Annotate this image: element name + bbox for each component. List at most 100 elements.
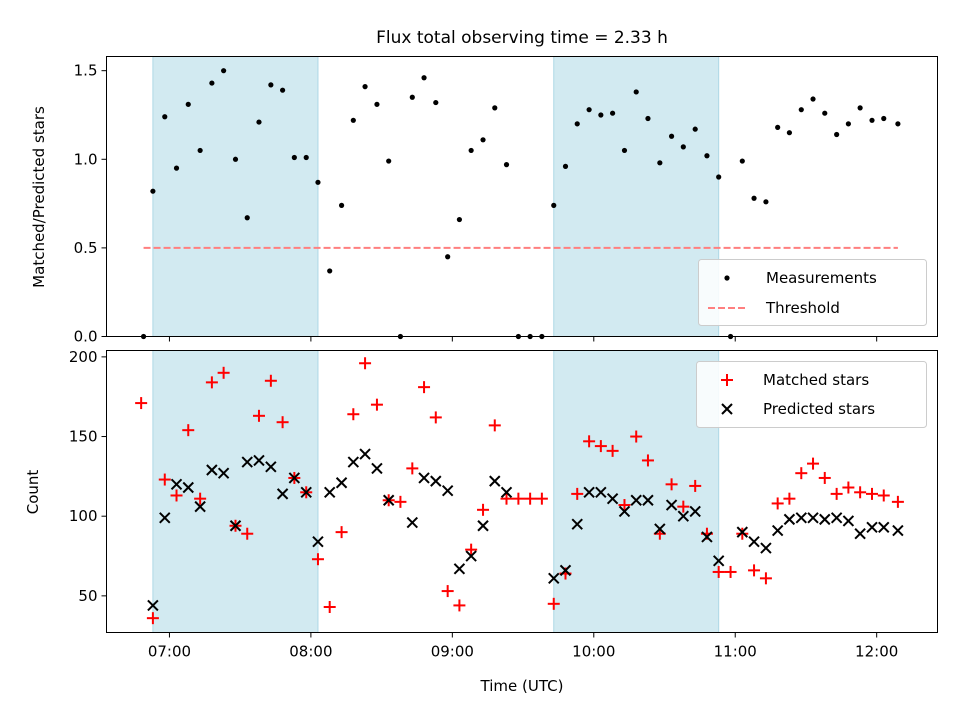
- measurement-point: [280, 87, 286, 93]
- predicted-star-point: [418, 472, 430, 484]
- observing-span: [553, 350, 719, 633]
- top-x-ticks: [168, 336, 878, 342]
- predicted-star-point: [548, 572, 560, 585]
- y-tick-label: 0.5: [74, 239, 98, 257]
- predicted-star-point: [760, 542, 772, 554]
- predicted-star-point: [736, 526, 749, 538]
- measurement-point: [692, 126, 698, 132]
- matched-star-point: [194, 492, 207, 505]
- measurement-point: [822, 110, 828, 116]
- measurement-point: [704, 153, 710, 159]
- legend-matched-label: Matched stars: [763, 371, 869, 389]
- matched-star-point: [465, 543, 478, 556]
- matched-star-point: [854, 486, 867, 499]
- matched-star-point: [217, 366, 230, 379]
- matched-star-point: [807, 457, 820, 470]
- observing-span: [152, 56, 318, 337]
- predicted-star-point: [571, 518, 583, 530]
- predicted-star-point: [453, 563, 466, 575]
- matched-star-point: [795, 467, 808, 480]
- top-legend: Measurements Threshold: [698, 259, 927, 326]
- measurement-point: [173, 165, 180, 171]
- predicted-star-point: [182, 481, 194, 494]
- matched-star-point: [170, 489, 183, 502]
- matched-star-point: [241, 527, 254, 540]
- matched-star-point: [477, 503, 490, 516]
- measurement-point: [739, 158, 745, 164]
- matched-star-point: [748, 564, 761, 577]
- legend-matched-marker: [721, 374, 733, 386]
- measurement-point: [881, 115, 887, 122]
- y-tick-label: 1.5: [74, 62, 98, 80]
- measurement-point: [869, 117, 875, 123]
- y-tick-label: 150: [69, 428, 98, 446]
- matched-star-point: [547, 597, 560, 610]
- measurement-point: [857, 105, 863, 111]
- measurement-point: [834, 131, 840, 138]
- measurement-point: [338, 202, 345, 208]
- predicted-star-point: [170, 478, 183, 491]
- measurement-point: [798, 107, 804, 113]
- top-y-axis-label: Matched/Predicted stars: [30, 106, 48, 288]
- matched-star-point: [500, 492, 513, 505]
- matched-star-point: [252, 409, 265, 422]
- matched-star-point: [618, 499, 631, 512]
- x-tick-label: 11:00: [714, 643, 757, 661]
- predicted-star-point: [359, 448, 371, 460]
- matched-star-point: [594, 440, 607, 453]
- predicted-star-point: [807, 512, 819, 524]
- bottom-legend: Matched stars Predicted stars: [696, 361, 927, 428]
- y-tick-label: 1.0: [74, 150, 98, 168]
- matched-star-point: [146, 612, 159, 625]
- predicted-star-point: [892, 524, 904, 537]
- measurement-point: [445, 254, 451, 260]
- legend-predicted-label: Predicted stars: [763, 400, 875, 418]
- measurement-point: [845, 121, 851, 127]
- bottom-axes-frame: [106, 350, 938, 633]
- matched-star-point: [488, 419, 501, 432]
- measurement-point: [374, 101, 380, 107]
- top-panel: 0.0 0.5 1.0 1.5 Matched/Predicted stars Mea…: [30, 56, 938, 346]
- matched-star-point: [311, 553, 324, 566]
- matched-star-point: [535, 492, 548, 505]
- x-tick-label: 10:00: [572, 643, 615, 661]
- measurement-point: [433, 99, 439, 106]
- matched-star-point: [783, 492, 796, 505]
- predicted-star-point: [323, 486, 336, 499]
- measurement-point: [421, 75, 427, 81]
- predicted-star-point: [665, 499, 678, 511]
- x-tick-label: 09:00: [431, 643, 474, 661]
- measurement-point: [291, 154, 297, 161]
- matched-star-point: [524, 492, 537, 505]
- matched-star-point: [771, 497, 784, 510]
- matched-star-point: [370, 398, 383, 411]
- bottom-x-ticks: 07:00 08:00 09:00 10:00 11:00 12:00: [148, 632, 898, 661]
- measurement-point: [468, 147, 474, 154]
- predicted-star-point: [654, 523, 666, 535]
- measurement-point: [551, 202, 557, 208]
- predicted-star-point: [347, 456, 360, 468]
- measurement-points: [140, 68, 901, 340]
- predicted-star-point: [583, 486, 595, 499]
- x-axis-label: Time (UTC): [480, 677, 564, 695]
- predicted-star-point: [783, 513, 796, 526]
- measurement-point: [268, 82, 274, 88]
- matched-star-point: [158, 473, 171, 486]
- legend-measurement-marker: [724, 275, 730, 281]
- top-axes-frame: [106, 56, 938, 337]
- measurement-point: [232, 156, 239, 162]
- predicted-star-point: [748, 535, 760, 548]
- measurement-point: [150, 188, 156, 194]
- matched-star-point: [606, 444, 619, 457]
- x-tick-label: 07:00: [148, 643, 191, 661]
- x-tick-label: 08:00: [289, 643, 332, 661]
- measurement-point: [256, 119, 262, 125]
- measurement-point: [350, 117, 356, 123]
- predicted-star-point: [595, 486, 607, 499]
- top-y-ticks: 0.0 0.5 1.0 1.5: [74, 62, 107, 346]
- predicted-star-point: [253, 454, 265, 467]
- predicted-star-point: [477, 520, 489, 532]
- measurement-point: [763, 199, 769, 205]
- observing-span: [553, 56, 719, 337]
- predicted-star-point: [854, 528, 866, 540]
